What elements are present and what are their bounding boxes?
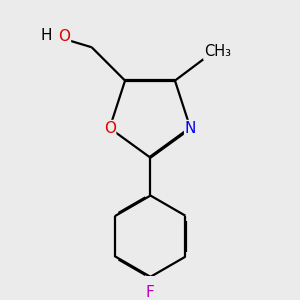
Text: CH₃: CH₃: [204, 44, 231, 59]
Text: H: H: [40, 28, 52, 43]
Text: O: O: [103, 121, 116, 136]
Text: O: O: [58, 29, 70, 44]
Text: N: N: [185, 121, 196, 136]
Text: F: F: [146, 285, 154, 300]
